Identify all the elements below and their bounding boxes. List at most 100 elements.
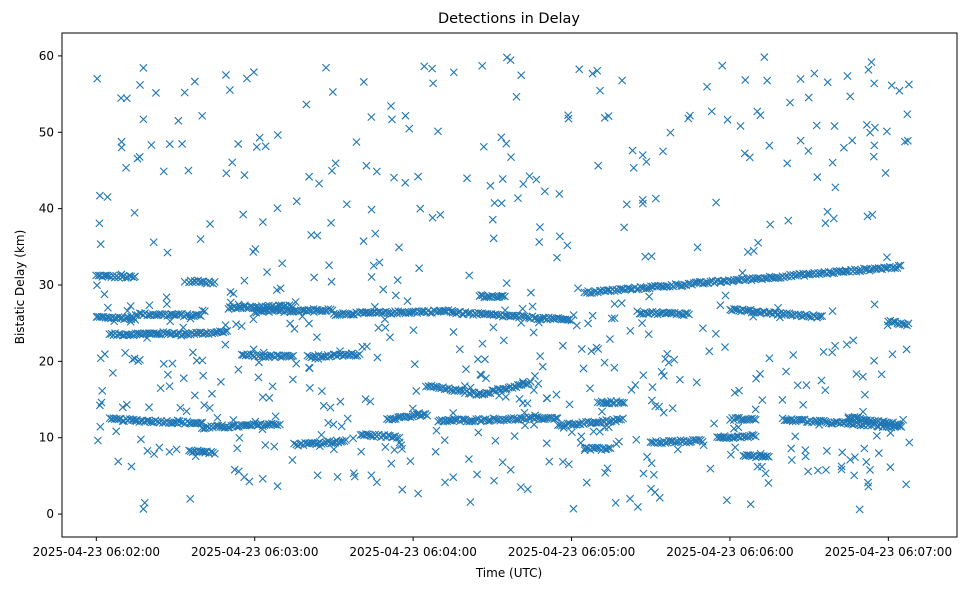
data-point bbox=[610, 314, 619, 323]
data-point bbox=[536, 352, 545, 361]
data-point bbox=[486, 181, 495, 190]
data-point bbox=[633, 502, 642, 511]
data-point bbox=[226, 298, 235, 307]
data-point bbox=[846, 92, 855, 101]
data-point bbox=[350, 472, 359, 481]
data-point bbox=[784, 216, 793, 225]
data-point bbox=[575, 65, 584, 74]
data-point bbox=[165, 382, 174, 391]
data-point bbox=[221, 423, 230, 432]
data-point bbox=[165, 140, 174, 149]
data-point bbox=[221, 327, 230, 336]
data-point bbox=[179, 323, 188, 332]
data-point bbox=[644, 330, 653, 339]
data-point bbox=[841, 267, 850, 276]
data-point bbox=[367, 205, 376, 214]
data-point bbox=[381, 443, 390, 451]
data-point bbox=[477, 371, 486, 380]
y-tick-label: 30 bbox=[39, 278, 54, 292]
data-point bbox=[139, 504, 148, 513]
data-point bbox=[463, 174, 472, 183]
data-point bbox=[457, 415, 466, 424]
y-tick-label: 20 bbox=[39, 354, 54, 368]
data-point bbox=[200, 401, 209, 410]
data-point bbox=[722, 496, 731, 505]
data-point bbox=[309, 308, 318, 317]
data-point bbox=[628, 146, 637, 155]
data-point bbox=[409, 326, 418, 335]
data-point bbox=[200, 307, 209, 316]
data-point bbox=[261, 353, 270, 362]
data-point bbox=[786, 98, 794, 107]
data-point bbox=[545, 457, 554, 466]
data-point bbox=[756, 369, 765, 378]
data-point bbox=[474, 428, 483, 437]
data-point bbox=[745, 153, 754, 162]
data-point bbox=[473, 355, 482, 364]
data-point bbox=[726, 450, 735, 459]
data-point bbox=[844, 414, 853, 423]
data-point bbox=[698, 324, 707, 333]
data-point bbox=[864, 65, 873, 74]
data-point bbox=[375, 258, 384, 267]
data-point bbox=[558, 341, 567, 350]
data-point bbox=[819, 347, 828, 356]
data-point bbox=[501, 306, 510, 315]
data-point bbox=[610, 299, 619, 308]
data-point bbox=[774, 303, 783, 312]
data-point bbox=[403, 297, 412, 306]
data-point bbox=[126, 302, 135, 311]
data-point bbox=[180, 88, 189, 97]
data-point bbox=[391, 291, 400, 300]
data-point bbox=[315, 179, 324, 188]
data-point bbox=[385, 333, 394, 342]
x-tick-label: 2025-04-23 06:05:00 bbox=[508, 545, 635, 559]
data-point bbox=[346, 310, 355, 319]
data-point bbox=[405, 124, 414, 133]
data-point bbox=[105, 414, 114, 423]
data-point bbox=[355, 350, 364, 359]
data-point bbox=[199, 371, 208, 380]
data-point bbox=[273, 204, 282, 213]
data-point bbox=[147, 141, 156, 149]
data-point bbox=[163, 248, 172, 257]
data-point bbox=[597, 407, 606, 416]
data-point bbox=[327, 277, 336, 286]
data-point bbox=[662, 282, 671, 291]
data-point bbox=[647, 252, 656, 261]
y-axis-label: Bistatic Delay (km) bbox=[13, 230, 27, 345]
data-point bbox=[843, 72, 852, 81]
data-point bbox=[632, 285, 641, 294]
data-point bbox=[534, 318, 543, 327]
data-point bbox=[449, 328, 458, 337]
data-point bbox=[258, 474, 267, 483]
data-point bbox=[479, 415, 488, 424]
data-point bbox=[872, 431, 881, 440]
data-point bbox=[517, 318, 526, 327]
data-point bbox=[200, 329, 209, 338]
data-point bbox=[529, 386, 538, 395]
data-point bbox=[746, 500, 755, 509]
data-point bbox=[149, 238, 158, 247]
data-point bbox=[499, 336, 508, 345]
data-point bbox=[874, 449, 883, 458]
data-point bbox=[174, 116, 183, 125]
data-point bbox=[305, 364, 314, 373]
data-point bbox=[366, 397, 375, 406]
data-point bbox=[849, 336, 858, 345]
data-point bbox=[97, 398, 106, 407]
data-point bbox=[259, 348, 268, 357]
data-point bbox=[393, 276, 402, 285]
data-point bbox=[357, 447, 366, 456]
data-point bbox=[337, 422, 346, 431]
data-point bbox=[838, 448, 847, 457]
data-point bbox=[428, 213, 437, 222]
data-point bbox=[342, 435, 350, 444]
data-point bbox=[743, 248, 752, 257]
data-point bbox=[721, 343, 730, 352]
data-point bbox=[870, 79, 879, 88]
data-point bbox=[518, 304, 527, 313]
data-point bbox=[98, 386, 107, 395]
data-point bbox=[466, 383, 475, 392]
data-point bbox=[520, 408, 529, 417]
